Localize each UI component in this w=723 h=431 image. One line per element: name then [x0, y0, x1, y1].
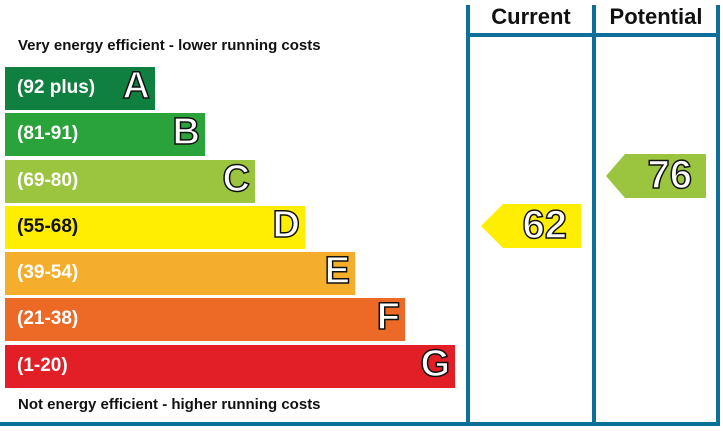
band-letter: G: [420, 342, 451, 386]
header-line: [466, 33, 720, 37]
header-current: Current: [491, 4, 571, 29]
current-rating-value: 62: [522, 202, 568, 248]
top-note: Very energy efficient - lower running co…: [18, 37, 321, 54]
bottom-note: Not energy efficient - higher running co…: [18, 396, 321, 413]
band-letter: E: [324, 249, 351, 293]
band-range: (39-54): [17, 262, 79, 283]
band-letter: C: [222, 157, 251, 201]
band-letter: D: [272, 203, 301, 247]
band-range: (69-80): [17, 170, 79, 191]
band-d: (55-68) D: [5, 203, 305, 249]
band-range: (81-91): [17, 123, 79, 144]
band-range: (55-68): [17, 216, 79, 237]
band-letter: A: [122, 64, 151, 108]
potential-rating-value: 76: [647, 152, 693, 198]
band-range: (1-20): [17, 355, 68, 376]
band-range: (92 plus): [17, 77, 96, 98]
band-f: (21-38) F: [5, 295, 405, 341]
divider-line: [466, 5, 470, 426]
band-range: (21-38): [17, 308, 79, 329]
potential-rating-arrow: 76: [606, 152, 706, 198]
divider-line: [592, 5, 596, 426]
divider-line: [716, 5, 720, 426]
header-potential: Potential: [609, 4, 703, 29]
band-e: (39-54) E: [5, 249, 355, 295]
band-b: (81-91) B: [5, 110, 205, 156]
band-letter: B: [172, 110, 201, 154]
band-c: (69-80) C: [5, 157, 255, 203]
band-a: (92 plus) A: [5, 64, 155, 110]
bottom-line: [0, 422, 720, 426]
band-letter: F: [376, 295, 401, 339]
current-rating-arrow: 62: [481, 202, 581, 248]
band-g: (1-20) G: [5, 342, 455, 388]
